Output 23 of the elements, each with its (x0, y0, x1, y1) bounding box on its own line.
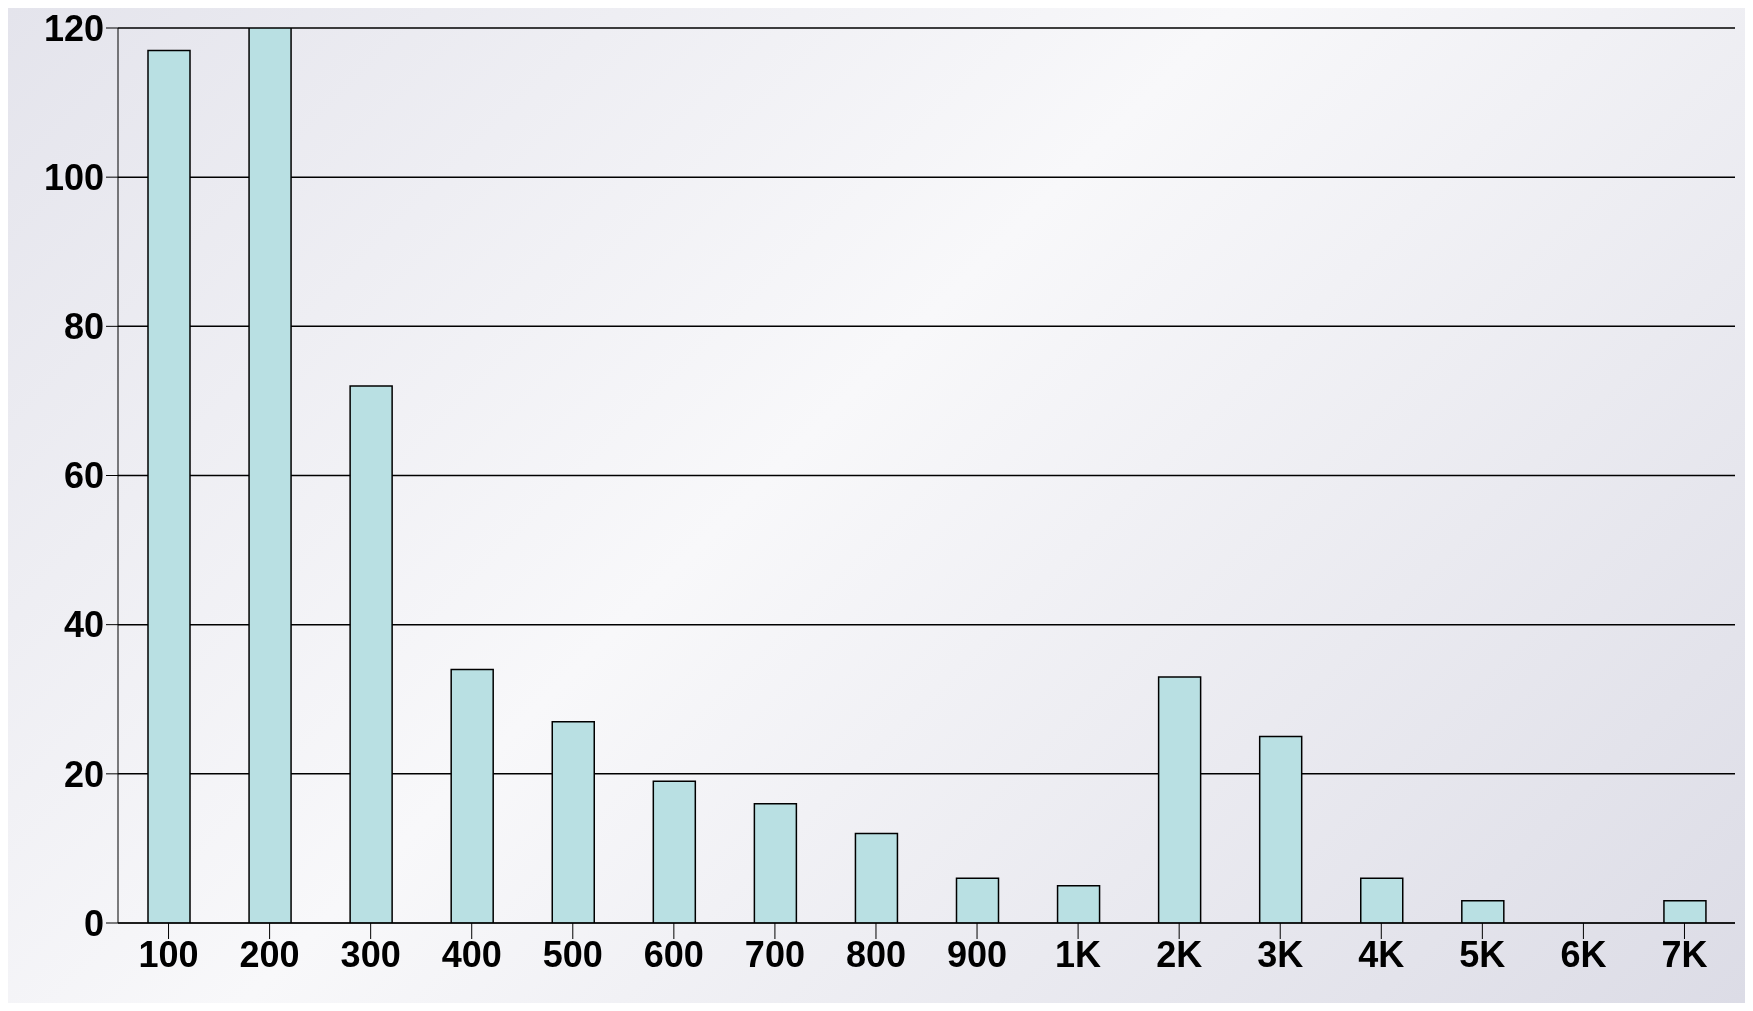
x-tick-label: 3K (1257, 933, 1304, 975)
x-tick-label: 6K (1560, 933, 1607, 975)
x-tick-label: 1K (1055, 933, 1102, 975)
y-tick-label: 20 (63, 753, 104, 795)
x-tick-label: 500 (542, 933, 603, 975)
y-tick-label: 0 (83, 902, 104, 944)
x-tick-label: 4K (1358, 933, 1405, 975)
x-tick-label: 900 (946, 933, 1008, 975)
x-tick-label: 200 (239, 933, 300, 975)
y-tick-label: 120 (43, 7, 104, 49)
x-tick-label: 5K (1459, 933, 1506, 975)
x-tick-label: 100 (138, 933, 199, 975)
x-tick-label: 600 (643, 933, 704, 975)
y-tick-label: 60 (63, 455, 104, 497)
x-tick-label: 7K (1661, 933, 1708, 975)
x-tick-label: 300 (340, 933, 401, 975)
x-tick-label: 2K (1156, 933, 1203, 975)
x-tick-label: 400 (441, 933, 502, 975)
x-tick-label: 700 (744, 933, 805, 975)
y-tick-label: 40 (63, 604, 104, 646)
x-tick-label: 800 (845, 933, 907, 975)
y-tick-label: 80 (63, 306, 104, 348)
y-tick-label: 100 (43, 156, 104, 198)
